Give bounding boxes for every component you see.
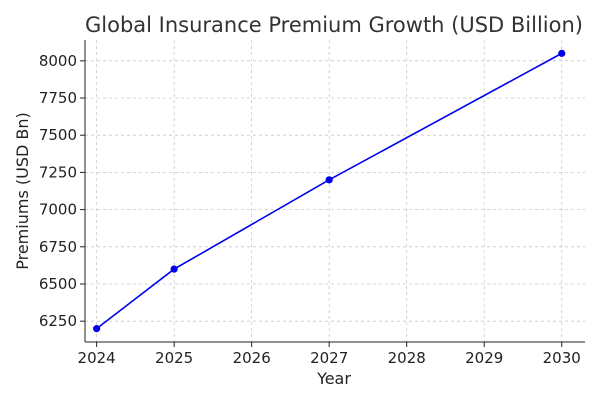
x-tick-label: 2025 — [155, 349, 193, 367]
series-group — [93, 49, 566, 333]
x-tick-label: 2029 — [465, 349, 503, 367]
series-line — [96, 52, 563, 330]
y-tick-label: 7750 — [39, 89, 77, 107]
x-tick-label: 2024 — [78, 349, 116, 367]
x-tick-label: 2027 — [310, 349, 348, 367]
y-tick-label: 7500 — [39, 126, 77, 144]
data-point — [558, 49, 566, 57]
y-tick-label: 8000 — [39, 52, 77, 70]
grid — [85, 40, 585, 342]
y-axis-label: Premiums (USD Bn) — [13, 112, 32, 270]
x-tick-label: 2030 — [543, 349, 581, 367]
data-point — [93, 325, 101, 333]
y-tick-label: 7250 — [39, 163, 77, 181]
chart-title: Global Insurance Premium Growth (USD Bil… — [85, 13, 583, 37]
y-tick-label: 6250 — [39, 312, 77, 330]
y-tick-label: 6750 — [39, 238, 77, 256]
y-axis: 6250 6500 6750 7000 7250 7500 7750 8000 — [39, 52, 85, 330]
axes-spines — [84, 40, 585, 343]
y-tick-label: 7000 — [39, 201, 77, 219]
data-point — [325, 176, 333, 184]
data-point — [170, 265, 178, 273]
x-axis: 2024 2025 2026 2027 2028 2029 2030 — [78, 342, 581, 367]
y-tick-label: 6500 — [39, 275, 77, 293]
x-axis-label: Year — [316, 369, 351, 388]
x-tick-label: 2028 — [388, 349, 426, 367]
x-tick-label: 2026 — [233, 349, 271, 367]
